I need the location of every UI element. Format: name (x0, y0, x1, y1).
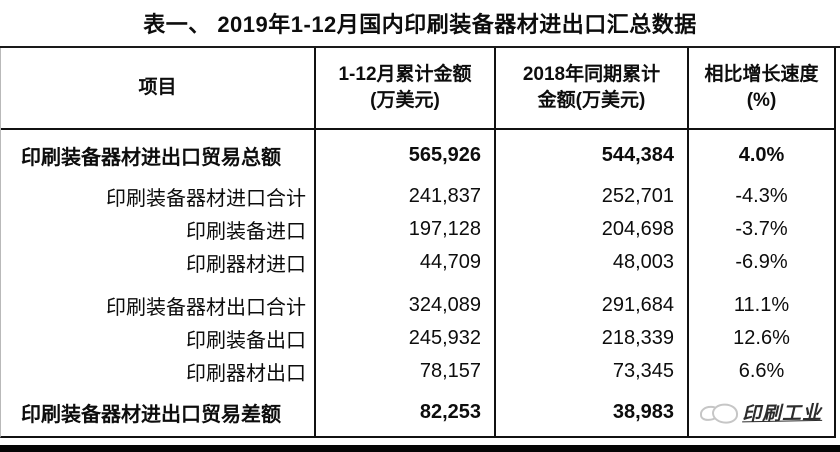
row-label-cell: 印刷装备器材出口合计 (106, 297, 306, 319)
col-header-growth-line2: (%) (746, 90, 777, 111)
row-label-cell: 印刷装备出口 (186, 330, 306, 352)
col-header-2019-line1: 1-12月累计金额 (338, 64, 472, 85)
amount-2018-cell: 38,983 (494, 388, 687, 436)
watermark-text: 印刷工业 (742, 402, 823, 425)
summary-table: 项目 1-12月累计金额 (万美元) 2018年同期累计 金额(万美元) 相比增… (0, 48, 836, 438)
growth-cell: 11.1% (687, 289, 834, 322)
row-label-cell: 印刷装备器材进口合计 (106, 188, 306, 210)
col-header-2018-amount: 2018年同期累计 金额(万美元) (494, 48, 687, 130)
spacer-cell (494, 279, 687, 289)
amount-2019-cell: 82,253 (314, 388, 494, 436)
amount-2019-cell: 197,128 (314, 213, 494, 246)
spacer-cell (314, 279, 494, 289)
table-title: 表一、 2019年1-12月国内印刷装备器材进出口汇总数据 (0, 0, 840, 48)
amount-2018-cell: 48,003 (494, 246, 687, 279)
growth-cell: 印刷工业 (687, 388, 834, 436)
row-label-cell: 印刷器材进口 (186, 254, 306, 276)
watermark-logo: 印刷工业 (700, 397, 823, 426)
amount-2018-cell: 544,384 (494, 130, 687, 180)
amount-2018-cell: 218,339 (494, 322, 687, 355)
col-header-2018-line1: 2018年同期累计 (522, 64, 661, 85)
amount-2018-cell: 204,698 (494, 213, 687, 246)
growth-cell: 12.6% (687, 322, 834, 355)
amount-2019-cell: 78,157 (314, 355, 494, 388)
amount-2018-cell: 291,684 (494, 289, 687, 322)
growth-cell: -6.9% (687, 246, 834, 279)
row-label-cell: 印刷器材出口 (186, 363, 306, 385)
col-header-item: 项目 (1, 48, 314, 130)
amount-2018-cell: 73,345 (494, 355, 687, 388)
growth-cell: -3.7% (687, 213, 834, 246)
col-header-growth-line1: 相比增长速度 (704, 64, 819, 85)
col-header-growth: 相比增长速度 (%) (687, 48, 834, 130)
growth-cell: 6.6% (687, 355, 834, 388)
amount-2019-cell: 245,932 (314, 322, 494, 355)
col-header-2019-line2: (万美元) (370, 90, 440, 111)
col-header-2019-amount: 1-12月累计金额 (万美元) (314, 48, 494, 130)
amount-2019-cell: 324,089 (314, 289, 494, 322)
spacer-cell (687, 279, 834, 289)
growth-cell: 4.0% (687, 130, 834, 180)
amount-2018-cell: 252,701 (494, 180, 687, 213)
amount-2019-cell: 44,709 (314, 246, 494, 279)
row-label-cell: 印刷装备器材进出口贸易差额 (21, 403, 281, 426)
col-header-item-line1: 项目 (138, 77, 177, 98)
row-label-cell: 印刷装备器材进出口贸易总额 (21, 146, 281, 169)
row-label-cell: 印刷装备进口 (186, 221, 306, 243)
amount-2019-cell: 565,926 (314, 130, 494, 180)
spacer-cell (1, 279, 314, 289)
amount-2019-cell: 241,837 (314, 180, 494, 213)
bottom-rule (0, 445, 840, 452)
col-header-2018-line2: 金额(万美元) (537, 90, 646, 111)
growth-cell: -4.3% (687, 180, 834, 213)
watermark-blob-icon (712, 402, 739, 423)
